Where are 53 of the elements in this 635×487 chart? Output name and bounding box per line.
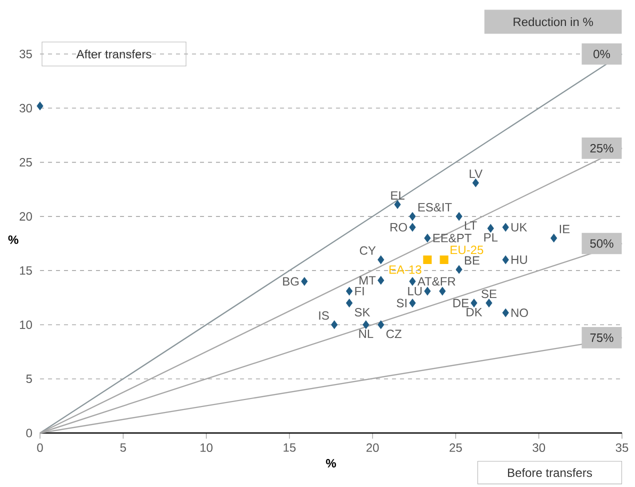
annotation: RO: [390, 223, 407, 232]
annotation: LT: [464, 221, 477, 230]
series-label: 0%: [594, 50, 610, 58]
annotation: PL: [484, 233, 498, 242]
annotation: ES&IT: [418, 202, 452, 212]
y-tick-label: 35: [20, 50, 32, 58]
x-tick-label: 30: [532, 443, 546, 452]
annotation: HU: [512, 256, 527, 264]
x-tick-label: 15: [284, 443, 296, 452]
annotation: SE: [482, 290, 496, 298]
annotation: IS: [319, 311, 329, 320]
annotation: IE: [560, 224, 570, 234]
x-tick-label: 25: [450, 443, 462, 452]
series-label: EU-25: [450, 246, 484, 254]
legend-title: Reduction in %: [514, 17, 593, 26]
annotation: NO: [512, 308, 528, 318]
annotation: CY: [360, 246, 376, 255]
y-tick-label: 30: [20, 104, 32, 112]
y-tick-label: 25: [20, 158, 32, 167]
annotation: SI: [396, 298, 406, 308]
x-tick-label: 0: [37, 443, 43, 452]
y-tick-label: 20: [20, 212, 32, 221]
annotation: EE&PT: [433, 234, 472, 242]
annotation: CZ: [386, 330, 402, 338]
x-tick-label: 5: [120, 443, 126, 452]
annotation: BE: [464, 256, 480, 265]
series-label: EA-13: [389, 265, 422, 274]
annotation: DE: [453, 298, 469, 308]
x-axis-title: %: [326, 459, 336, 468]
text: Before transfers: [508, 468, 592, 478]
annotation: NL: [359, 330, 374, 338]
y-tick-label: 5: [26, 374, 32, 384]
annotation: LV: [470, 170, 483, 178]
annotation: BG: [283, 277, 299, 286]
y-tick-label: 0: [26, 428, 32, 438]
x-tick-label: 20: [366, 443, 379, 452]
series-label: 75%: [590, 333, 614, 342]
annotation: FI: [355, 287, 364, 296]
x-tick-label: 10: [200, 443, 212, 452]
series-label: 25%: [590, 144, 614, 152]
annotation: EL: [391, 191, 404, 200]
annotation: SK: [354, 308, 370, 316]
y-tick-label: 10: [20, 320, 32, 329]
x-tick-label: 35: [616, 443, 628, 452]
annotation: UK: [511, 223, 528, 232]
annotation: MT: [360, 276, 376, 284]
series-label: 50%: [590, 239, 614, 248]
annotation: After transfers: [76, 50, 152, 58]
annotation: LU: [408, 286, 422, 296]
y-tick-label: 15: [20, 266, 32, 275]
y-axis-title: %: [8, 236, 18, 244]
annotation: AT&FR: [417, 277, 456, 286]
annotation: DK: [466, 308, 482, 316]
